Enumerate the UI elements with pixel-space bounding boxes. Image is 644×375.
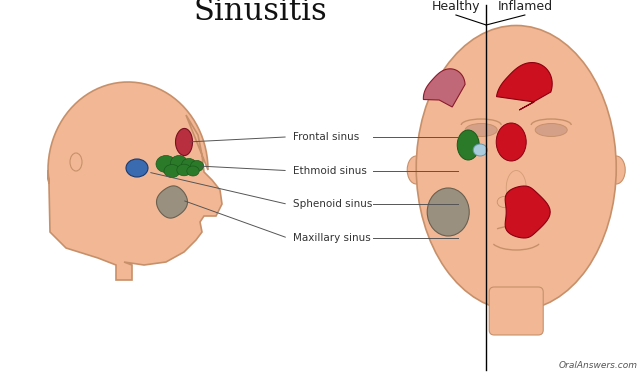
Ellipse shape (187, 166, 199, 176)
Ellipse shape (497, 196, 511, 207)
Text: Maxillary sinus: Maxillary sinus (293, 233, 371, 243)
Text: OralAnswers.com: OralAnswers.com (559, 361, 638, 370)
Polygon shape (176, 129, 193, 156)
Text: Ethmoid sinus: Ethmoid sinus (293, 166, 367, 176)
Ellipse shape (182, 159, 196, 171)
Text: Sinusitis: Sinusitis (193, 0, 327, 27)
Text: Healthy: Healthy (431, 0, 480, 13)
Polygon shape (423, 69, 465, 107)
Ellipse shape (535, 123, 567, 136)
Ellipse shape (521, 196, 535, 207)
Ellipse shape (427, 188, 469, 236)
Ellipse shape (473, 144, 488, 156)
Ellipse shape (171, 156, 187, 171)
Ellipse shape (70, 153, 82, 171)
Text: Frontal sinus: Frontal sinus (293, 132, 359, 142)
Ellipse shape (497, 123, 526, 161)
Ellipse shape (607, 156, 625, 184)
Ellipse shape (407, 156, 425, 184)
Polygon shape (48, 82, 222, 280)
Ellipse shape (126, 159, 148, 177)
Text: Sphenoid sinus: Sphenoid sinus (293, 200, 372, 209)
Ellipse shape (156, 156, 176, 172)
Polygon shape (156, 186, 187, 218)
Ellipse shape (506, 171, 526, 206)
Ellipse shape (465, 123, 497, 136)
Text: Inflamed: Inflamed (497, 0, 553, 13)
Ellipse shape (416, 26, 616, 310)
Ellipse shape (457, 130, 479, 160)
Ellipse shape (177, 164, 191, 176)
Ellipse shape (191, 160, 204, 171)
Polygon shape (505, 186, 550, 238)
FancyBboxPatch shape (489, 287, 544, 335)
Ellipse shape (164, 165, 180, 177)
Polygon shape (497, 63, 552, 110)
